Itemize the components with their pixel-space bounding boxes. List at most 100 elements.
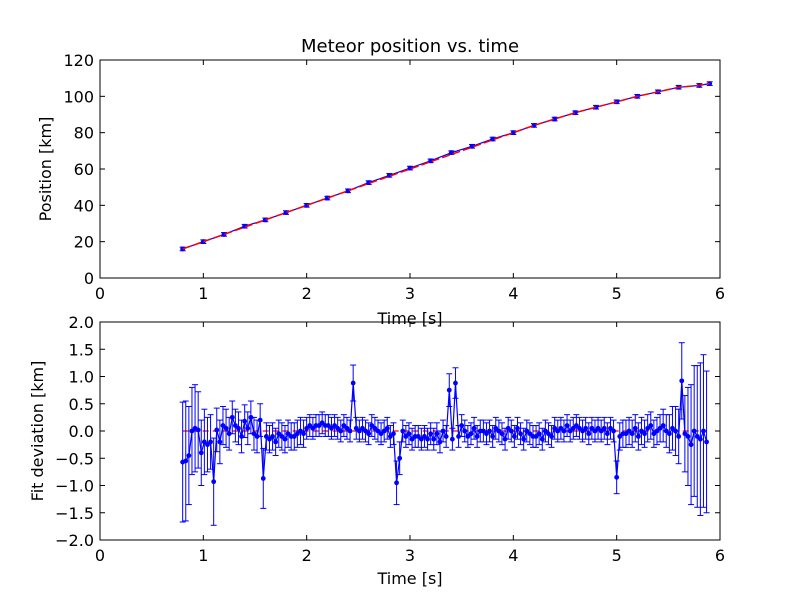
deviation-series-0-point — [397, 455, 403, 461]
deviation-series-0-point — [440, 428, 446, 434]
deviation-series-0-point — [205, 442, 210, 448]
deviation-x-tick-label: 4 — [508, 546, 518, 565]
deviation-series-0-point — [657, 425, 663, 431]
deviation-ticks: 0 1 2 3 4 5 6 −2.0 −1.5 −1.0 −0.5 0.0 0.5 1.0 1.5 2.0 — [55, 313, 725, 565]
deviation-x-tick-label: 5 — [612, 546, 622, 565]
deviation-series-0-point — [617, 434, 623, 439]
deviation-y-tick-label: −0.5 — [55, 449, 94, 468]
deviation-series-0-point — [459, 423, 465, 428]
deviation-series-0-point — [387, 434, 393, 439]
deviation-series-0-point — [245, 425, 251, 431]
deviation-plot-area — [179, 342, 710, 526]
deviation-series-0-point — [273, 439, 279, 445]
deviation-series-0-point — [499, 431, 505, 437]
deviation-y-axis-label: Fit deviation [km] — [28, 361, 47, 502]
deviation-y-tick-label: 0.5 — [69, 395, 94, 414]
deviation-series-0-point — [490, 434, 496, 439]
deviation-series-0-point — [685, 434, 691, 439]
deviation-series-0-point — [549, 434, 554, 439]
deviation-series-0-point — [260, 476, 266, 481]
deviation-series-0-point — [369, 423, 375, 428]
deviation-series-0-point — [437, 439, 443, 445]
deviation-series-0-point — [236, 425, 241, 431]
deviation-series-0-point — [697, 436, 703, 442]
deviation-series-0-point — [682, 431, 688, 437]
deviation-series-0-point — [453, 380, 458, 386]
deviation-series-0-point — [360, 425, 365, 431]
deviation-series-0-point — [654, 428, 660, 434]
deviation-series-0-point — [524, 428, 530, 434]
deviation-series-0-point — [673, 428, 678, 434]
deviation-x-axis-label: Time [s] — [376, 569, 442, 588]
deviation-series-0-point — [381, 428, 387, 434]
deviation-series-0-point — [201, 439, 207, 445]
deviation-series-0-point — [484, 431, 489, 437]
deviation-series-0-point — [468, 431, 474, 437]
position-series-1 — [182, 82, 710, 250]
deviation-series-0-point — [431, 436, 437, 442]
deviation-series-0-point — [670, 425, 675, 431]
deviation-series-0-point — [211, 479, 217, 485]
deviation-series-0-point — [515, 425, 520, 431]
deviation-series-0-point — [263, 434, 269, 439]
deviation-series-0-point — [267, 436, 272, 442]
deviation-series-0-point — [623, 431, 629, 437]
deviation-series-0-point — [471, 425, 477, 431]
deviation-series-0-point — [350, 380, 356, 386]
deviation-series-0-point — [443, 434, 449, 439]
deviation-series-0-point — [307, 423, 313, 428]
deviation-series-0-point — [496, 428, 502, 434]
deviation-series-0-point — [608, 425, 613, 431]
deviation-series-0-point — [394, 480, 399, 486]
position-x-tick-label: 1 — [198, 284, 208, 303]
deviation-series-0-point — [539, 436, 545, 442]
deviation-series-0-point — [223, 425, 229, 431]
deviation-series-0-point — [353, 425, 359, 431]
deviation-series-0-point — [679, 378, 685, 384]
deviation-series-0-point — [384, 425, 390, 431]
deviation-series-0-point — [493, 425, 499, 431]
deviation-y-tick-label: 1.0 — [69, 368, 94, 387]
deviation-series-0-point — [183, 458, 189, 464]
deviation-series-0-point — [446, 387, 452, 393]
position-series-0-point — [552, 116, 558, 122]
deviation-series-0-point — [214, 427, 220, 433]
deviation-series-0-point — [542, 428, 548, 434]
deviation-series-0-point — [226, 431, 232, 437]
deviation-series-0-point — [511, 434, 517, 439]
deviation-series-0-point — [335, 425, 341, 431]
deviation-series-0-point — [595, 425, 601, 431]
deviation-series-0-point — [552, 425, 558, 431]
deviation-x-tick-label: 1 — [198, 546, 208, 565]
position-x-tick-label: 3 — [405, 284, 415, 303]
deviation-series-0-point — [257, 417, 263, 423]
deviation-series-0-point — [629, 431, 635, 437]
deviation-series-0-point — [642, 431, 647, 437]
position-x-tick-label: 4 — [508, 284, 518, 303]
deviation-series-0-point — [691, 428, 697, 434]
deviation-series-0-point — [462, 428, 468, 434]
deviation-series-0-point — [645, 425, 651, 431]
deviation-series-0-point — [586, 431, 592, 437]
deviation-series-0-point — [251, 431, 257, 437]
deviation-series-0-point — [347, 428, 353, 434]
position-y-tick-label: 20 — [74, 233, 94, 252]
deviation-chart: 0 1 2 3 4 5 6 −2.0 −1.5 −1.0 −0.5 0.0 0.5 1.0 1.5 2.0 T… — [28, 313, 725, 588]
deviation-series-0-point — [614, 474, 620, 480]
deviation-series-0-point — [632, 425, 638, 431]
deviation-series-0-point — [648, 423, 654, 428]
position-y-tick-label: 120 — [63, 51, 94, 70]
deviation-series-0-point — [329, 425, 334, 431]
deviation-y-tick-label: 1.5 — [69, 340, 94, 359]
position-plot-area — [179, 81, 713, 252]
position-y-tick-label: 100 — [63, 87, 94, 106]
deviation-series-0-point — [518, 431, 523, 437]
deviation-x-tick-label: 0 — [95, 546, 105, 565]
deviation-series-0-point — [465, 434, 471, 439]
position-x-axis-label: Time [s] — [376, 309, 442, 328]
deviation-series-0-point — [567, 428, 573, 434]
deviation-series-0-point — [279, 434, 285, 439]
deviation-series-0-point — [239, 434, 244, 439]
